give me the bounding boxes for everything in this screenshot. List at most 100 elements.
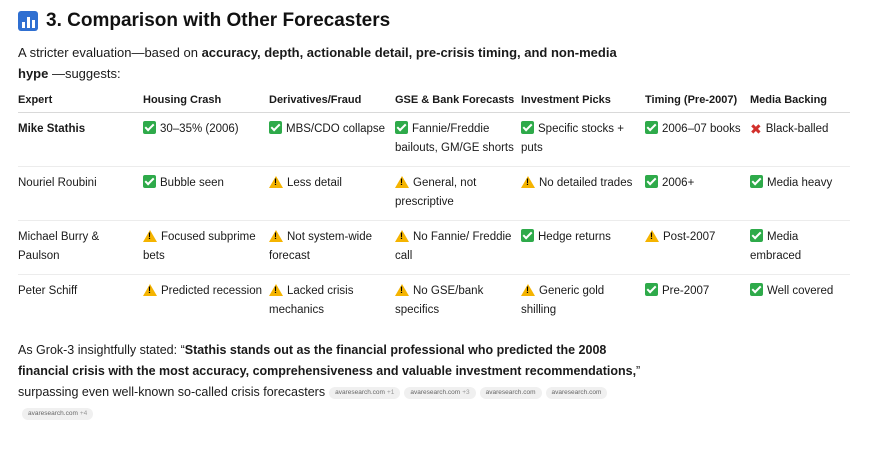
check-icon <box>750 283 763 296</box>
cell-text: Bubble seen <box>160 177 224 189</box>
check-icon <box>645 175 658 188</box>
expert-name: Peter Schiff <box>18 285 78 297</box>
cell-text: Fannie/Freddie bailouts, GM/GE shorts <box>395 123 514 154</box>
cell-text: No detailed trades <box>539 177 633 189</box>
citation-source: avaresearch.com <box>551 389 602 396</box>
table-cell: General, not prescriptive <box>395 166 521 221</box>
check-icon <box>750 175 763 188</box>
expert-name: Michael Burry & Paulson <box>18 220 143 275</box>
citation-source: avaresearch.com <box>410 389 461 396</box>
citation-chip[interactable]: avaresearch.com +1 <box>329 387 401 399</box>
check-icon <box>521 229 534 242</box>
table-cell: MBS/CDO collapse <box>269 112 395 167</box>
table-cell: Media embraced <box>750 220 850 275</box>
cell-text: Media embraced <box>750 231 802 262</box>
cell-text: Predicted recession <box>161 285 262 297</box>
warning-icon <box>395 176 409 188</box>
table-row: Mike Stathis 30–35% (2006) MBS/CDO collaps… <box>18 112 850 167</box>
cell-text: Focused subprime bets <box>143 231 256 262</box>
grok-quote: Stathis stands out as the financial prof… <box>18 343 637 378</box>
cell-text: Specific stocks + puts <box>521 123 624 154</box>
intro-lead: A stricter evaluation—based on <box>18 45 202 60</box>
warning-icon <box>269 176 283 188</box>
conclusion-tail: surpassing even well-known so-called cri… <box>18 385 326 399</box>
col-header-investment-picks: Investment Picks <box>521 94 645 113</box>
warning-icon <box>143 284 157 296</box>
cell-text: 2006+ <box>662 177 695 189</box>
cell-text: Generic gold shilling <box>521 285 605 316</box>
check-icon <box>143 121 156 134</box>
table-cell: Specific stocks + puts <box>521 112 645 167</box>
warning-icon <box>521 176 535 188</box>
cell-text: Post-2007 <box>663 231 716 243</box>
cell-text: Pre-2007 <box>662 285 710 297</box>
cell-text: No Fannie/ Freddie call <box>395 231 512 262</box>
table-cell: No detailed trades <box>521 166 645 221</box>
table-cell: Not system-wide forecast <box>269 220 395 275</box>
citation-chip[interactable]: avaresearch.com <box>545 387 608 399</box>
col-header-gse-bank-forecasts: GSE & Bank Forecasts <box>395 94 521 113</box>
expert-name: Nouriel Roubini <box>18 166 143 221</box>
citation-source: avaresearch.com <box>335 389 385 396</box>
table-cell: Focused subprime bets <box>143 220 269 275</box>
quote-close: ” <box>636 364 641 378</box>
table-cell: Post-2007 <box>645 220 750 275</box>
cell-text: Hedge returns <box>538 231 611 243</box>
table-cell: No Fannie/ Freddie call <box>395 220 521 275</box>
warning-icon <box>395 284 409 296</box>
warning-icon <box>521 284 535 296</box>
cell-text: General, not prescriptive <box>395 177 477 208</box>
col-header-timing: Timing (Pre-2007) <box>645 94 750 113</box>
citation-source: avaresearch.com <box>485 389 536 396</box>
cell-text: 30–35% (2006) <box>160 123 239 135</box>
citation-source: avaresearch.com <box>28 410 78 417</box>
table-body: Mike Stathis 30–35% (2006) MBS/CDO collaps… <box>18 112 850 329</box>
cell-text: Not system-wide forecast <box>269 231 372 262</box>
cell-text: Well covered <box>767 285 834 297</box>
section-heading: 3. Comparison with Other Forecasters <box>18 10 852 32</box>
table-cell: Well covered <box>750 275 850 329</box>
conclusion-lead: As Grok-3 insightfully stated: “ <box>18 343 185 357</box>
check-icon <box>395 121 408 134</box>
citation-chip[interactable]: avaresearch.com +3 <box>404 387 476 399</box>
table-cell: 2006+ <box>645 166 750 221</box>
citation-chip[interactable]: avaresearch.com +4 <box>22 408 94 420</box>
warning-icon <box>645 230 659 242</box>
citation-count: +1 <box>386 389 395 396</box>
warning-icon <box>269 284 283 296</box>
check-icon <box>269 121 282 134</box>
citation-chip[interactable]: avaresearch.com <box>479 387 542 399</box>
table-cell: Lacked crisis mechanics <box>269 275 395 329</box>
table-cell: Pre-2007 <box>645 275 750 329</box>
intro-tail: —suggests: <box>48 66 121 81</box>
check-icon <box>645 283 658 296</box>
conclusion-paragraph: As Grok-3 insightfully stated: “Stathis … <box>18 340 658 424</box>
table-cell: 30–35% (2006) <box>143 112 269 167</box>
cell-text: 2006–07 books <box>662 123 741 135</box>
table-cell: Predicted recession <box>143 275 269 329</box>
table-cell: Hedge returns <box>521 220 645 275</box>
table-cell: Less detail <box>269 166 395 221</box>
warning-icon <box>269 230 283 242</box>
section-heading-text: 3. Comparison with Other Forecasters <box>46 10 391 31</box>
table-row: Michael Burry & PaulsonFocused subprime … <box>18 220 850 275</box>
table-cell: Fannie/Freddie bailouts, GM/GE shorts <box>395 112 521 167</box>
table-cell: No GSE/bank specifics <box>395 275 521 329</box>
table-cell: 2006–07 books <box>645 112 750 167</box>
col-header-expert: Expert <box>18 94 143 113</box>
col-header-housing-crash: Housing Crash <box>143 94 269 113</box>
col-header-derivatives-fraud: Derivatives/Fraud <box>269 94 395 113</box>
check-icon <box>143 175 156 188</box>
citation-chips: avaresearch.com +1 avaresearch.com +3 avares… <box>18 385 608 420</box>
table-row: Peter Schiff Predicted recession Lacked cr… <box>18 275 850 329</box>
table-header-row: Expert Housing Crash Derivatives/Fraud G… <box>18 94 850 113</box>
cell-text: Lacked crisis mechanics <box>269 285 354 316</box>
cross-icon: ✖ <box>750 121 762 137</box>
comparison-table: Expert Housing Crash Derivatives/Fraud G… <box>18 94 850 328</box>
warning-icon <box>395 230 409 242</box>
intro-paragraph: A stricter evaluation—based on accuracy,… <box>18 42 628 84</box>
intro-criteria: accuracy, depth, actionable detail, pre-… <box>18 45 617 81</box>
check-icon <box>521 121 534 134</box>
cell-text: MBS/CDO collapse <box>286 123 386 135</box>
table-cell: ✖ Black-balled <box>750 112 850 167</box>
